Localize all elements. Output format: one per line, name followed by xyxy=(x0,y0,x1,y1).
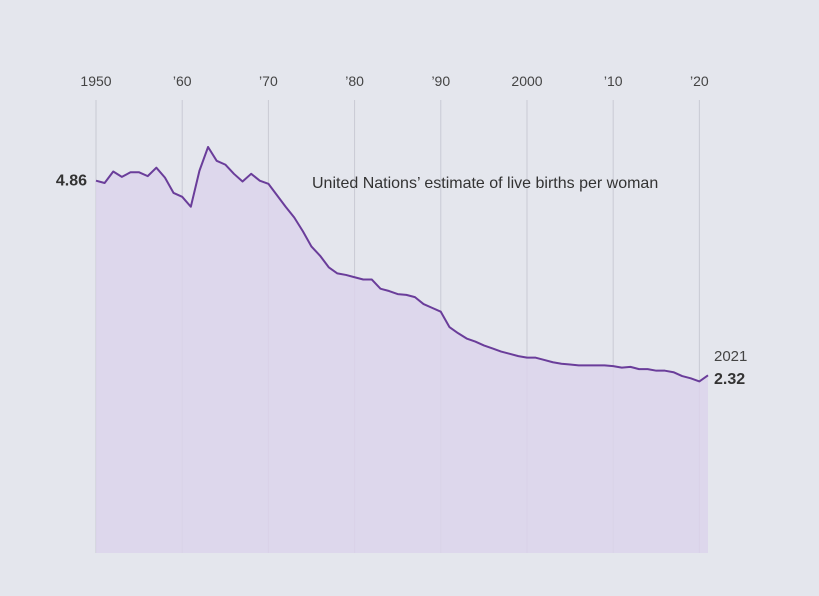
area-fill xyxy=(96,147,708,553)
series-line xyxy=(95,146,709,383)
x-tick-label-1970: ’70 xyxy=(259,73,278,89)
start-value-label: 4.86 xyxy=(56,173,87,190)
x-tick-label-2020: ’20 xyxy=(690,73,709,89)
annotation-label: United Nations’ estimate of live births … xyxy=(312,175,658,192)
x-axis-ticks: 1950 ’60 ’70 ’80 ’90 2000 ’10 ’20 xyxy=(80,73,709,89)
x-tick-label-1990: ’90 xyxy=(431,73,450,89)
end-value-label: 2.32 xyxy=(714,371,745,388)
x-tick-label-1980: ’80 xyxy=(345,73,364,89)
x-tick-label-2010: ’10 xyxy=(604,73,623,89)
x-tick-label-1950: 1950 xyxy=(80,73,111,89)
x-tick-label-2000: 2000 xyxy=(511,73,542,89)
end-year-label: 2021 xyxy=(714,348,747,365)
x-tick-label-1960: ’60 xyxy=(173,73,192,89)
